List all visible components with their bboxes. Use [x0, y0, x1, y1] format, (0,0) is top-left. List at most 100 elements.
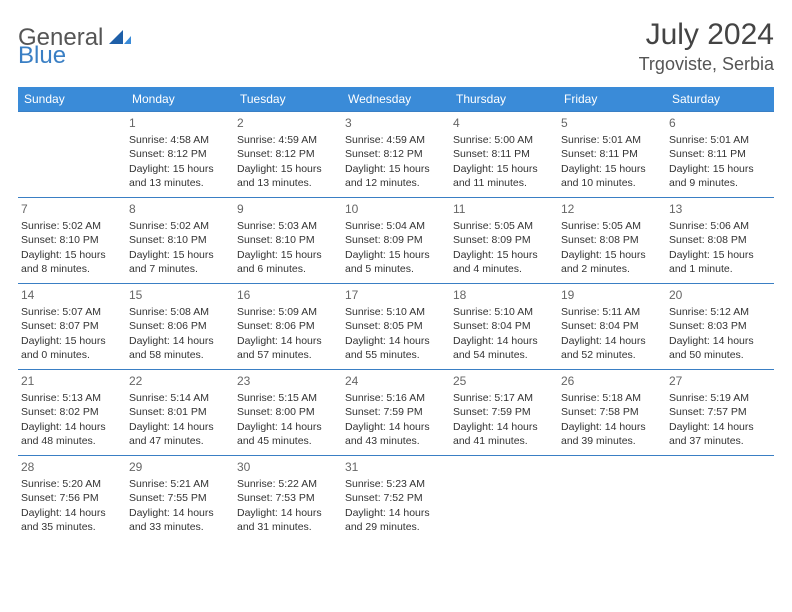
day-number: 24	[345, 373, 447, 389]
calendar-cell: 19 Sunrise: 5:11 AMSunset: 8:04 PMDayligh…	[558, 284, 666, 370]
day-number: 10	[345, 201, 447, 217]
weekday-header: Sunday	[18, 87, 126, 112]
cell-line: Sunset: 8:10 PM	[129, 233, 231, 247]
cell-line: Daylight: 14 hours and 37 minutes.	[669, 420, 771, 448]
cell-line: Daylight: 14 hours and 57 minutes.	[237, 334, 339, 362]
calendar-cell: 23Sunrise: 5:15 AMSunset: 8:00 PMDayligh…	[234, 370, 342, 456]
cell-line: Sunrise: 5:12 AM	[669, 305, 771, 319]
calendar-cell: 17Sunrise: 5:10 AMSunset: 8:05 PMDayligh…	[342, 284, 450, 370]
cell-line: Daylight: 15 hours and 1 minute.	[669, 248, 771, 276]
logo-text-2: Blue	[18, 42, 66, 70]
cell-line: Daylight: 14 hours and 41 minutes.	[453, 420, 555, 448]
cell-line: Daylight: 14 hours and 45 minutes.	[237, 420, 339, 448]
day-number: 18	[453, 287, 555, 303]
title-block: July 2024 Trgoviste, Serbia	[639, 18, 774, 75]
cell-line: Sunrise: 5:08 AM	[129, 305, 231, 319]
cell-line: Sunrise: 5:04 AM	[345, 219, 447, 233]
cell-line: Sunset: 8:08 PM	[669, 233, 771, 247]
cell-line: Sunrise: 5:03 AM	[237, 219, 339, 233]
cell-line: Sunrise: 5:15 AM	[237, 391, 339, 405]
day-number: 11	[453, 201, 555, 217]
cell-line: Daylight: 14 hours and 47 minutes.	[129, 420, 231, 448]
cell-line: Sunrise: 5:05 AM	[561, 219, 663, 233]
day-number: 16	[237, 287, 339, 303]
day-number: 29	[129, 459, 231, 475]
cell-line: Sunrise: 5:20 AM	[21, 477, 123, 491]
day-number: 28	[21, 459, 123, 475]
cell-line: Sunset: 7:59 PM	[345, 405, 447, 419]
calendar-week-row: 7Sunrise: 5:02 AMSunset: 8:10 PMDaylight…	[18, 198, 774, 284]
location: Trgoviste, Serbia	[639, 54, 774, 75]
day-number: 25	[453, 373, 555, 389]
cell-line: Daylight: 15 hours and 5 minutes.	[345, 248, 447, 276]
cell-line: Sunset: 8:12 PM	[345, 147, 447, 161]
cell-line: Sunset: 7:52 PM	[345, 491, 447, 505]
day-number: 12	[561, 201, 663, 217]
day-number: 3	[345, 115, 447, 131]
calendar-cell	[558, 456, 666, 542]
calendar-cell: 11 Sunrise: 5:05 AMSunset: 8:09 PMDayligh…	[450, 198, 558, 284]
cell-line: Daylight: 15 hours and 2 minutes.	[561, 248, 663, 276]
cell-line: Daylight: 15 hours and 10 minutes.	[561, 162, 663, 190]
weekday-header: Friday	[558, 87, 666, 112]
calendar-cell: 29Sunrise: 5:21 AMSunset: 7:55 PMDayligh…	[126, 456, 234, 542]
cell-line: Daylight: 14 hours and 39 minutes.	[561, 420, 663, 448]
cell-line: Sunrise: 5:05 AM	[453, 219, 555, 233]
cell-line: Sunset: 8:04 PM	[453, 319, 555, 333]
cell-line: Sunrise: 4:58 AM	[129, 133, 231, 147]
cell-line: Sunset: 8:10 PM	[237, 233, 339, 247]
calendar-week-row: 14Sunrise: 5:07 AMSunset: 8:07 PMDayligh…	[18, 284, 774, 370]
cell-line: Sunset: 8:04 PM	[561, 319, 663, 333]
weekday-header: Wednesday	[342, 87, 450, 112]
calendar-cell: 3 Sunrise: 4:59 AMSunset: 8:12 PMDaylight…	[342, 112, 450, 198]
cell-line: Sunrise: 4:59 AM	[237, 133, 339, 147]
cell-line: Sunset: 8:12 PM	[129, 147, 231, 161]
cell-line: Sunrise: 5:17 AM	[453, 391, 555, 405]
cell-line: Daylight: 15 hours and 4 minutes.	[453, 248, 555, 276]
day-number: 23	[237, 373, 339, 389]
day-number: 19	[561, 287, 663, 303]
cell-line: Daylight: 15 hours and 12 minutes.	[345, 162, 447, 190]
cell-line: Sunrise: 4:59 AM	[345, 133, 447, 147]
cell-line: Sunset: 8:01 PM	[129, 405, 231, 419]
calendar-table: SundayMondayTuesdayWednesdayThursdayFrid…	[18, 87, 774, 542]
calendar-cell: 21Sunrise: 5:13 AMSunset: 8:02 PMDayligh…	[18, 370, 126, 456]
cell-line: Sunset: 8:11 PM	[453, 147, 555, 161]
day-number: 4	[453, 115, 555, 131]
weekday-header: Tuesday	[234, 87, 342, 112]
cell-line: Sunset: 8:08 PM	[561, 233, 663, 247]
cell-line: Sunset: 8:11 PM	[561, 147, 663, 161]
calendar-cell: 20Sunrise: 5:12 AMSunset: 8:03 PMDayligh…	[666, 284, 774, 370]
day-number: 14	[21, 287, 123, 303]
calendar-cell: 26Sunrise: 5:18 AMSunset: 7:58 PMDayligh…	[558, 370, 666, 456]
calendar-cell: 31Sunrise: 5:23 AMSunset: 7:52 PMDayligh…	[342, 456, 450, 542]
calendar-week-row: 28Sunrise: 5:20 AMSunset: 7:56 PMDayligh…	[18, 456, 774, 542]
cell-line: Sunrise: 5:11 AM	[561, 305, 663, 319]
cell-line: Sunrise: 5:01 AM	[561, 133, 663, 147]
day-number: 8	[129, 201, 231, 217]
cell-line: Sunset: 8:09 PM	[453, 233, 555, 247]
cell-line: Sunset: 8:12 PM	[237, 147, 339, 161]
calendar-cell: 14Sunrise: 5:07 AMSunset: 8:07 PMDayligh…	[18, 284, 126, 370]
calendar-cell: 24Sunrise: 5:16 AMSunset: 7:59 PMDayligh…	[342, 370, 450, 456]
cell-line: Sunrise: 5:13 AM	[21, 391, 123, 405]
cell-line: Daylight: 14 hours and 29 minutes.	[345, 506, 447, 534]
calendar-cell: 8Sunrise: 5:02 AMSunset: 8:10 PMDaylight…	[126, 198, 234, 284]
day-number: 1	[129, 115, 231, 131]
cell-line: Daylight: 14 hours and 58 minutes.	[129, 334, 231, 362]
cell-line: Daylight: 15 hours and 9 minutes.	[669, 162, 771, 190]
cell-line: Daylight: 14 hours and 55 minutes.	[345, 334, 447, 362]
cell-line: Sunset: 8:11 PM	[669, 147, 771, 161]
cell-line: Sunrise: 5:09 AM	[237, 305, 339, 319]
cell-line: Daylight: 15 hours and 8 minutes.	[21, 248, 123, 276]
cell-line: Sunrise: 5:18 AM	[561, 391, 663, 405]
day-number: 22	[129, 373, 231, 389]
weekday-header: Thursday	[450, 87, 558, 112]
cell-line: Sunrise: 5:16 AM	[345, 391, 447, 405]
cell-line: Sunrise: 5:22 AM	[237, 477, 339, 491]
cell-line: Daylight: 15 hours and 6 minutes.	[237, 248, 339, 276]
cell-line: Sunrise: 5:19 AM	[669, 391, 771, 405]
weekday-row: SundayMondayTuesdayWednesdayThursdayFrid…	[18, 87, 774, 112]
cell-line: Daylight: 14 hours and 52 minutes.	[561, 334, 663, 362]
cell-line: Sunrise: 5:23 AM	[345, 477, 447, 491]
